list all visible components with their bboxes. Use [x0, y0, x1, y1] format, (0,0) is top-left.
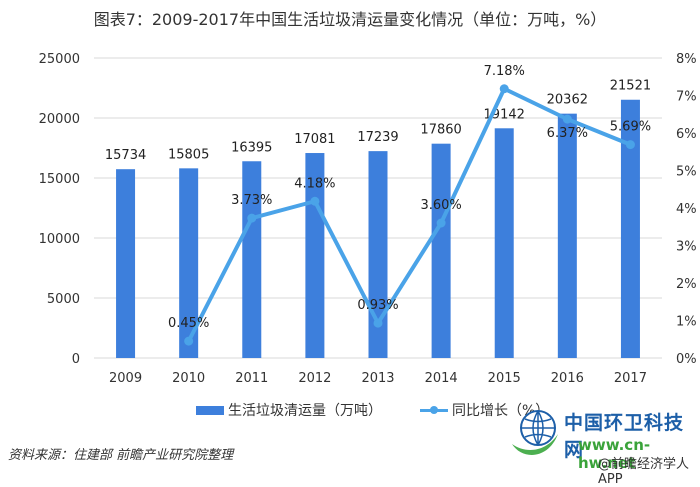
- x-axis: 2009 2010 2011 2012 2013 2014 2015 2016 2017: [109, 371, 647, 386]
- y2-tick-label: 2%: [676, 277, 697, 292]
- y2-tick-label: 8%: [676, 52, 697, 67]
- brand-url: www.cn-hw.net: [578, 436, 651, 472]
- bar-value-label: 15734: [105, 148, 146, 163]
- legend-item-bar: 生活垃圾清运量（万吨）: [196, 400, 382, 420]
- line-value-label: 5.69%: [610, 120, 651, 135]
- growth-line: [186, 86, 632, 343]
- y2-tick-label: 3%: [676, 240, 697, 255]
- bar: [179, 168, 199, 358]
- bar-value-label: 17081: [294, 132, 335, 147]
- legend-bar-label: 生活垃圾清运量（万吨）: [228, 403, 382, 419]
- x-tick-label: 2017: [614, 371, 647, 386]
- brand-app: @前瞻经济学人APP: [598, 457, 690, 487]
- bar-value-label: 17239: [357, 130, 398, 145]
- x-tick-label: 2011: [235, 371, 268, 386]
- y2-tick-label: 0%: [676, 352, 697, 367]
- y-tick-label: 10000: [39, 232, 80, 247]
- line-marker: [499, 84, 509, 94]
- globe-leaf-logo-icon: [512, 410, 558, 455]
- y2-tick-label: 6%: [676, 127, 697, 142]
- y2-tick-label: 1%: [676, 315, 697, 330]
- chart-title: 图表7：2009-2017年中国生活垃圾清运量变化情况（单位：万吨，%）: [93, 10, 607, 29]
- x-tick-label: 2015: [488, 371, 521, 386]
- line-value-label: 3.60%: [420, 198, 461, 213]
- x-tick-label: 2012: [298, 371, 331, 386]
- right-y-axis: 0% 1% 2% 3% 4% 5% 6% 7% 8%: [676, 52, 697, 367]
- line-marker: [625, 140, 635, 150]
- x-tick-label: 2014: [425, 371, 458, 386]
- bar-value-label: 17860: [420, 123, 461, 138]
- line-value-label: 7.18%: [484, 64, 525, 79]
- bar: [242, 161, 262, 358]
- line-value-label: 4.18%: [294, 176, 335, 191]
- brand-name: 中国环卫科技网: [564, 412, 685, 461]
- line-marker: [436, 218, 446, 228]
- bar-series: [116, 99, 640, 359]
- legend-line-label: 同比增长（%）: [452, 403, 550, 419]
- y2-tick-label: 7%: [676, 90, 697, 105]
- legend-item-line: 同比增长（%）: [420, 400, 549, 420]
- bar-swatch-icon: [196, 405, 224, 415]
- line-swatch-icon: [420, 405, 448, 414]
- line-series: [184, 84, 635, 346]
- bar: [431, 143, 451, 358]
- chart-plot: 0 5000 10000 15000 20000 25000 0% 1% 2% 3% 4% 5% 6%…: [39, 52, 697, 386]
- bar: [557, 113, 577, 358]
- y-tick-label: 15000: [39, 172, 80, 187]
- bar-value-label: 15805: [168, 147, 209, 162]
- bar: [116, 169, 136, 358]
- bar: [620, 99, 640, 359]
- line-marker: [562, 114, 572, 124]
- y-tick-label: 25000: [39, 52, 80, 67]
- left-y-axis: 0 5000 10000 15000 20000 25000: [39, 52, 80, 367]
- brand-watermark: 中国环卫科技网 www.cn-hw.net @前瞻经济学人APP: [508, 402, 700, 487]
- y2-tick-label: 5%: [676, 165, 697, 180]
- line-marker: [310, 196, 320, 206]
- source-note: 资料来源：住建部 前瞻产业研究院整理: [8, 448, 234, 463]
- x-tick-label: 2016: [551, 371, 584, 386]
- bar: [494, 128, 514, 358]
- y2-tick-label: 4%: [676, 202, 697, 217]
- line-value-label: 0.93%: [357, 298, 398, 313]
- x-tick-label: 2009: [109, 371, 142, 386]
- bar-value-label: 21521: [610, 79, 651, 94]
- y-tick-label: 20000: [39, 112, 80, 127]
- line-value-labels: 0.45% 3.73% 4.18% 0.93% 3.60% 7.18% 6.37% 5.69%: [168, 64, 651, 331]
- bar: [368, 151, 388, 358]
- y-tick-label: 5000: [47, 292, 80, 307]
- line-marker: [184, 336, 194, 346]
- line-value-label: 0.45%: [168, 316, 209, 331]
- x-tick-label: 2010: [172, 371, 205, 386]
- legend: 生活垃圾清运量（万吨） 同比增长（%）: [196, 400, 587, 420]
- line-value-label: 3.73%: [231, 193, 272, 208]
- line-marker: [247, 213, 257, 223]
- y-tick-label: 0: [72, 352, 80, 367]
- x-tick-label: 2013: [361, 371, 394, 386]
- line-value-label: 6.37%: [547, 126, 588, 141]
- bar-value-label: 16395: [231, 140, 272, 155]
- line-marker: [373, 318, 383, 328]
- bar-value-label: 20362: [547, 93, 588, 108]
